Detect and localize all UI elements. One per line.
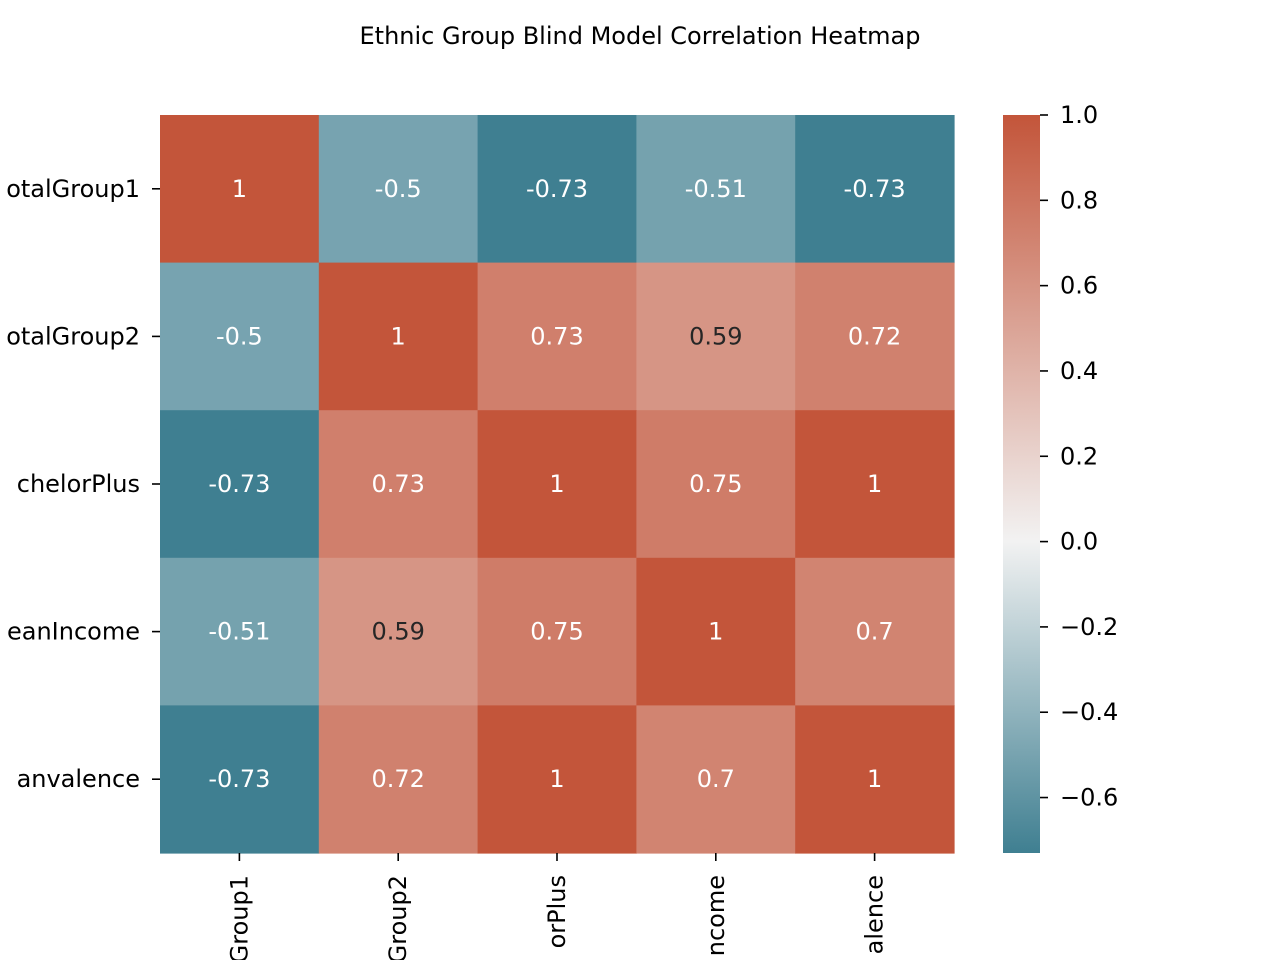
colorbar-tick-label-0: 1.0: [1060, 101, 1098, 129]
col-label-4: alence: [861, 875, 889, 954]
heatmap-cell-2-3: [636, 410, 796, 559]
heatmap-cell-0-4: [795, 115, 955, 264]
chart-title: Ethnic Group Blind Model Correlation Hea…: [360, 22, 921, 50]
cell-annotations: 1 -0.5 -0.73 -0.51 -0.73-0.5 1 0.73 0.59 0.72-0.…: [208, 175, 905, 793]
cell-label-0-4: -0.73: [844, 175, 906, 203]
colorbar-gradient: [1003, 115, 1040, 853]
col-label-2: orPlus: [543, 875, 571, 948]
cell-label-1-0: -0.5: [216, 322, 263, 350]
colorbar-tick-label-1: 0.8: [1060, 186, 1098, 214]
cell-label-3-4: 0.7: [856, 618, 894, 646]
cell-label-4-4: 1: [867, 765, 882, 793]
cell-label-1-4: 0.72: [848, 322, 901, 350]
heatmap-cell-1-0: [160, 262, 320, 411]
cell-label-0-0: 1: [232, 175, 247, 203]
cell-label-1-1: 1: [391, 322, 406, 350]
heatmap-cell-2-0: [160, 410, 320, 559]
heatmap-cell-4-2: [477, 705, 637, 854]
row-label-0: otalGroup1: [6, 175, 140, 203]
colorbar-tick-label-8: −0.6: [1060, 784, 1118, 812]
cell-label-4-1: 0.72: [371, 765, 424, 793]
cell-label-3-2: 0.75: [530, 618, 583, 646]
heatmap-cell-3-2: [477, 557, 637, 706]
heatmap-cell-1-2: [477, 262, 637, 411]
heatmap-cell-4-1: [318, 705, 479, 854]
heatmap-cell-1-3: [636, 262, 796, 411]
colorbar: 1.0 0.8 0.6 0.4 0.2 0.0 −0.2 −0.4 −0.6: [1003, 101, 1118, 853]
cell-label-0-2: -0.73: [526, 175, 588, 203]
heatmap-cell-4-4: [795, 705, 955, 854]
cell-label-3-0: -0.51: [208, 618, 270, 646]
cell-label-4-3: 0.7: [697, 765, 735, 793]
row-label-2: chelorPlus: [17, 470, 140, 498]
colorbar-tick-label-7: −0.4: [1060, 698, 1118, 726]
colorbar-tick-label-5: 0.0: [1060, 528, 1098, 556]
cell-label-2-4: 1: [867, 470, 882, 498]
heatmap-cell-2-4: [795, 410, 955, 559]
heatmap-cell-3-4: [795, 557, 955, 706]
heatmap-cell-0-2: [477, 115, 637, 264]
heatmap-cell-2-1: [318, 410, 479, 559]
colorbar-tick-label-6: −0.2: [1060, 613, 1118, 641]
cell-label-0-1: -0.5: [375, 175, 422, 203]
cell-label-0-3: -0.51: [685, 175, 747, 203]
heatmap-cell-3-1: [318, 557, 479, 706]
heatmap-cell-4-3: [636, 705, 796, 854]
cell-label-2-3: 0.75: [689, 470, 742, 498]
cell-label-4-2: 1: [549, 765, 564, 793]
column-axis: Group1 Group2 orPlus ncome alence: [225, 853, 889, 963]
heatmap-cell-0-3: [636, 115, 796, 264]
cell-label-3-1: 0.59: [371, 618, 424, 646]
heatmap-cell-1-4: [795, 262, 955, 411]
cell-label-1-3: 0.59: [689, 322, 742, 350]
col-label-1: Group2: [384, 875, 412, 960]
colorbar-tick-label-2: 0.6: [1060, 272, 1098, 300]
row-label-4: anvalence: [17, 765, 140, 793]
heatmap-cell-4-0: [160, 705, 320, 854]
heatmap-cell-3-0: [160, 557, 320, 706]
heatmap-cells: [160, 115, 955, 854]
cell-label-2-0: -0.73: [208, 470, 270, 498]
heatmap-cell-1-1: [318, 262, 479, 411]
heatmap-cell-0-1: [318, 115, 479, 264]
col-label-0: Group1: [225, 875, 253, 960]
row-label-1: otalGroup2: [6, 322, 140, 350]
cell-label-2-2: 1: [549, 470, 564, 498]
col-label-3: ncome: [702, 875, 730, 956]
row-axis: otalGroup1 otalGroup2 chelorPlus eanIncome a…: [6, 175, 160, 793]
cell-label-2-1: 0.73: [371, 470, 424, 498]
row-label-3: eanIncome: [7, 618, 140, 646]
cell-label-3-3: 1: [708, 618, 723, 646]
heatmap-cell-0-0: [160, 115, 320, 264]
colorbar-tick-label-3: 0.4: [1060, 357, 1098, 385]
heatmap-cell-3-3: [636, 557, 796, 706]
colorbar-tick-label-4: 0.2: [1060, 442, 1098, 470]
cell-label-4-0: -0.73: [208, 765, 270, 793]
cell-label-1-2: 0.73: [530, 322, 583, 350]
heatmap-cell-2-2: [477, 410, 637, 559]
